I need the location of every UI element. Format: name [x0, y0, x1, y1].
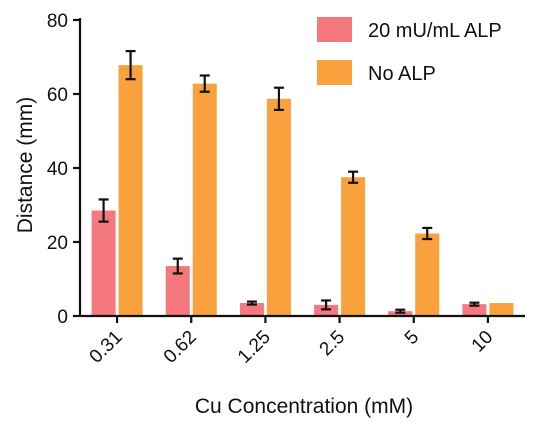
x-tick-label: 0.31 [86, 327, 127, 368]
axes-layer [78, 18, 525, 318]
x-tick-label: 0.62 [160, 327, 201, 368]
y-ticks: 0 20 40 60 80 [47, 11, 80, 328]
legend-swatch-no-alp [317, 60, 352, 85]
x-tick-label: 1.25 [234, 327, 275, 368]
legend: 20 mU/mL ALP No ALP [317, 17, 502, 85]
bars-layer [91, 65, 514, 316]
bar-no-alp [118, 65, 143, 316]
legend-swatch-alp [317, 17, 352, 42]
y-tick-label: 40 [47, 159, 68, 180]
bar-no-alp [266, 98, 291, 316]
error-bars-layer [98, 49, 480, 314]
bar-alp [239, 303, 264, 316]
y-tick-label: 80 [47, 11, 68, 32]
bar-alp [462, 304, 487, 316]
x-tick-label: 2.5 [316, 327, 350, 361]
y-axis-title: Distance (mm) [14, 97, 37, 234]
bar-alp [314, 304, 339, 316]
x-tick-label: 10 [468, 327, 498, 357]
legend-label-alp: 20 mU/mL ALP [368, 20, 502, 42]
x-tick-label: 5 [401, 327, 423, 349]
bar-no-alp [341, 177, 366, 316]
x-ticks: 0.31 0.62 1.25 2.5 5 10 [86, 316, 498, 368]
y-tick-label: 20 [47, 233, 68, 254]
legend-label-no-alp: No ALP [368, 63, 436, 85]
y-tick-label: 60 [47, 85, 68, 106]
bar-alp [91, 210, 116, 316]
bar-no-alp [415, 233, 440, 316]
bar-no-alp [489, 303, 514, 316]
bar-no-alp [192, 83, 217, 316]
x-axis-title: Cu Concentration (mM) [195, 395, 413, 418]
y-tick-label: 0 [57, 307, 68, 328]
